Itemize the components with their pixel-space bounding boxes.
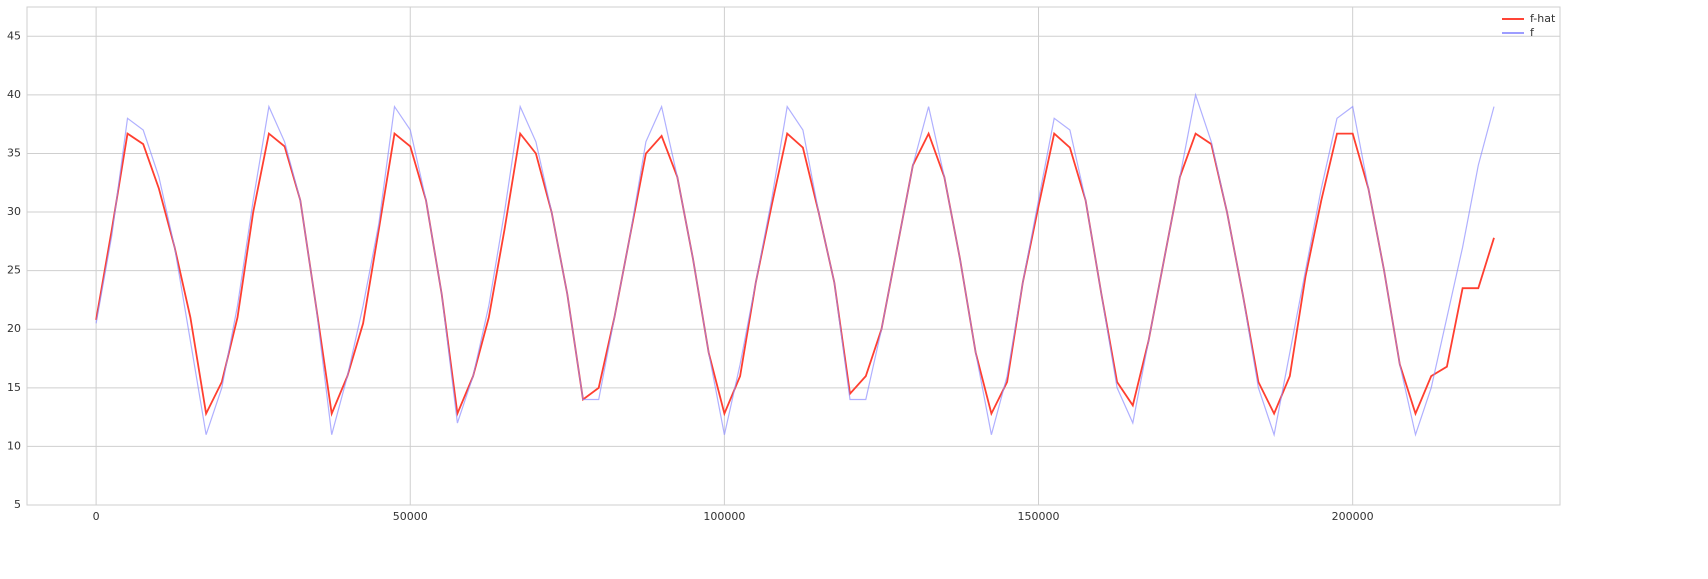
series-line [95, 131, 1495, 418]
y-tick-label: 20 [7, 322, 21, 335]
y-tick-label: 15 [7, 381, 21, 394]
x-tick-label: 0 [93, 510, 100, 523]
y-tick-label: 45 [7, 29, 21, 42]
legend-label: f-hat [1530, 12, 1556, 25]
legend-label: f [1530, 26, 1535, 39]
y-tick-label: 40 [7, 88, 21, 101]
x-tick-label: 150000 [1018, 510, 1060, 523]
plot-area [26, 6, 1561, 506]
y-tick-label: 35 [7, 146, 21, 159]
x-tick-label: 100000 [703, 510, 745, 523]
y-tick-label: 5 [14, 498, 21, 511]
x-tick-label: 200000 [1332, 510, 1374, 523]
y-tick-label: 25 [7, 264, 21, 277]
y-tick-label: 10 [7, 439, 21, 452]
series-line [95, 92, 1495, 438]
y-tick-label: 30 [7, 205, 21, 218]
x-tick-label: 50000 [393, 510, 428, 523]
